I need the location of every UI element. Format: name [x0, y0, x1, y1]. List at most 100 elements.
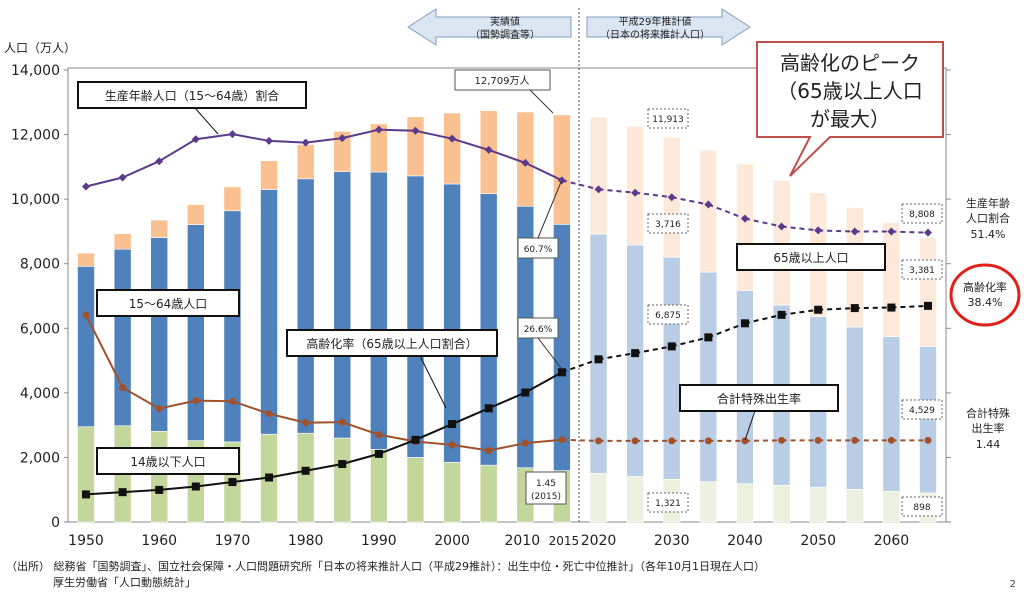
tfr-point	[851, 436, 859, 444]
tfr-line-segment	[415, 440, 453, 446]
right-tfr-label: 合計特殊 出生率 1.44	[966, 406, 1010, 451]
working-ratio-line-segment	[598, 188, 636, 194]
working-ratio-line-segment	[744, 217, 782, 228]
bar-segment	[223, 186, 242, 212]
aging-rate-line-segment	[122, 488, 160, 494]
source-text-line1: 総務省「国勢調査」、国立社会保障・人口問題研究所「日本の将来推計人口（平成29推…	[53, 560, 766, 573]
tfr-point	[558, 436, 566, 444]
aging-rate-line-segment	[561, 358, 599, 374]
tfr-point	[668, 437, 676, 445]
child-2065-value: 898	[913, 503, 930, 513]
y-tick-label: 8,000	[20, 257, 60, 273]
bar-segment	[260, 160, 278, 190]
aging-rate-line-segment	[671, 336, 709, 348]
aging-rate-point	[594, 355, 603, 364]
x-tick-label: 2040	[727, 533, 763, 549]
bar-segment	[626, 125, 644, 246]
aging-rate-point	[631, 349, 640, 358]
bar-segment	[662, 256, 681, 480]
tfr-point	[521, 439, 529, 447]
tfr-line-segment	[378, 433, 416, 443]
elderly-2030-value: 3,716	[655, 220, 681, 230]
bar-segment	[187, 204, 205, 225]
aging-rate-line-segment	[378, 438, 416, 455]
stacked-bars	[77, 110, 937, 523]
y-tick-label: 14,000	[11, 63, 60, 79]
aging-rate-point	[740, 319, 749, 328]
tfr-point	[595, 437, 603, 445]
bar-segment	[260, 189, 278, 435]
bar-segment	[882, 336, 901, 492]
aging-rate-point	[448, 420, 457, 429]
aging-rate-point	[887, 303, 896, 312]
working-ratio-point	[448, 134, 457, 143]
aging-rate-point	[814, 305, 823, 314]
bar-segment	[333, 131, 352, 172]
bar-segment	[113, 233, 132, 250]
bar-segment	[589, 116, 608, 235]
aging-rate-line-segment	[451, 407, 490, 425]
tfr-point	[375, 431, 383, 439]
tfr-2015-year: (2015)	[531, 492, 561, 502]
tfr-point	[704, 437, 712, 445]
bar-segment	[772, 484, 791, 523]
tfr-line-segment	[232, 400, 270, 415]
tfr-label-text: 合計特殊出生率	[717, 391, 801, 406]
working-ratio-point	[887, 227, 896, 236]
x-tick-label: 2010	[504, 533, 540, 549]
aging-rate-line-segment	[341, 452, 380, 465]
aging-rate-line-segment	[232, 476, 270, 484]
tfr-point	[778, 436, 786, 444]
aging-rate-point	[411, 435, 420, 444]
tfr-point	[887, 436, 895, 444]
working-ratio-point	[924, 228, 932, 237]
working-ratio-line-segment	[378, 128, 416, 132]
aging-rate-line-segment	[854, 306, 892, 310]
aging-rate-point	[338, 460, 347, 469]
working-ratio-label-text: 生産年齢人口（15〜64歳）割合	[105, 88, 280, 103]
tfr-point	[119, 384, 127, 392]
x-tick-label: 1950	[68, 533, 104, 549]
working-ratio-line-segment	[561, 179, 599, 191]
aging-peak-callout: 高齢化のピーク （65歳以上人口 が最大）	[756, 41, 944, 177]
working-ratio-point	[521, 158, 530, 167]
total-2030-value: 11,913	[652, 115, 684, 125]
line-series	[82, 125, 932, 499]
aging-rate-line-segment	[598, 352, 636, 361]
bar-segment	[150, 430, 169, 523]
right-working-line1: 生産年齢	[966, 196, 1010, 210]
tfr-point	[192, 397, 200, 405]
tfr-point	[741, 437, 749, 445]
peak-total-value: 12,709万人	[475, 75, 530, 87]
aging-rate-highlight-circle	[949, 263, 1021, 327]
working-ratio-point	[155, 157, 164, 166]
tfr-line-segment	[85, 314, 124, 389]
x-tick-label: 2030	[654, 533, 690, 549]
elderly-2065-value: 3,381	[909, 266, 935, 276]
tfr-line-segment	[305, 421, 343, 424]
bar-segment	[699, 271, 718, 482]
working-2065-value: 4,529	[909, 406, 935, 416]
bar-segment	[845, 326, 864, 490]
ratio-2015-label: 60.7%	[517, 181, 562, 259]
working-ratio-line-segment	[305, 137, 343, 144]
working-ratio-point	[667, 193, 676, 202]
aging-rate-line-segment	[159, 485, 196, 491]
working-ratio-point	[82, 182, 90, 191]
bar-segment	[406, 175, 425, 458]
working-ratio-point	[118, 173, 127, 182]
aging-rate-line-segment	[195, 481, 233, 488]
y-tick-label: 6,000	[20, 321, 60, 337]
aging-rate-point	[301, 466, 310, 475]
working-ratio-line-segment	[158, 138, 197, 163]
x-tick-label: 1990	[361, 533, 397, 549]
bar-segment	[882, 491, 901, 523]
x-tick-label: 1960	[141, 533, 177, 549]
bar-segment	[882, 222, 901, 337]
aging-rate-point	[850, 304, 859, 313]
plot-border	[67, 67, 947, 523]
peak-total-leader	[529, 89, 554, 114]
chart-frame	[67, 67, 951, 523]
bar-segment	[699, 481, 718, 523]
